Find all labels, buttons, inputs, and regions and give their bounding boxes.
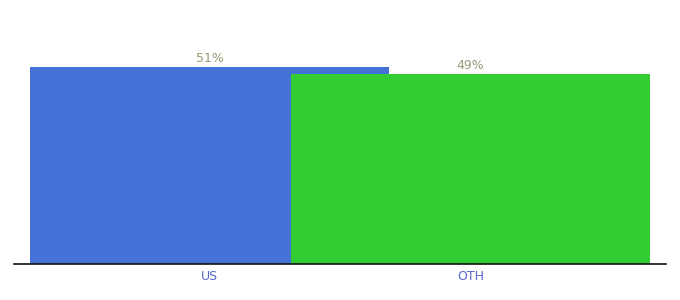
- Text: 49%: 49%: [457, 59, 484, 72]
- Bar: [291, 74, 650, 264]
- Text: 51%: 51%: [196, 52, 223, 64]
- Bar: [30, 67, 389, 264]
